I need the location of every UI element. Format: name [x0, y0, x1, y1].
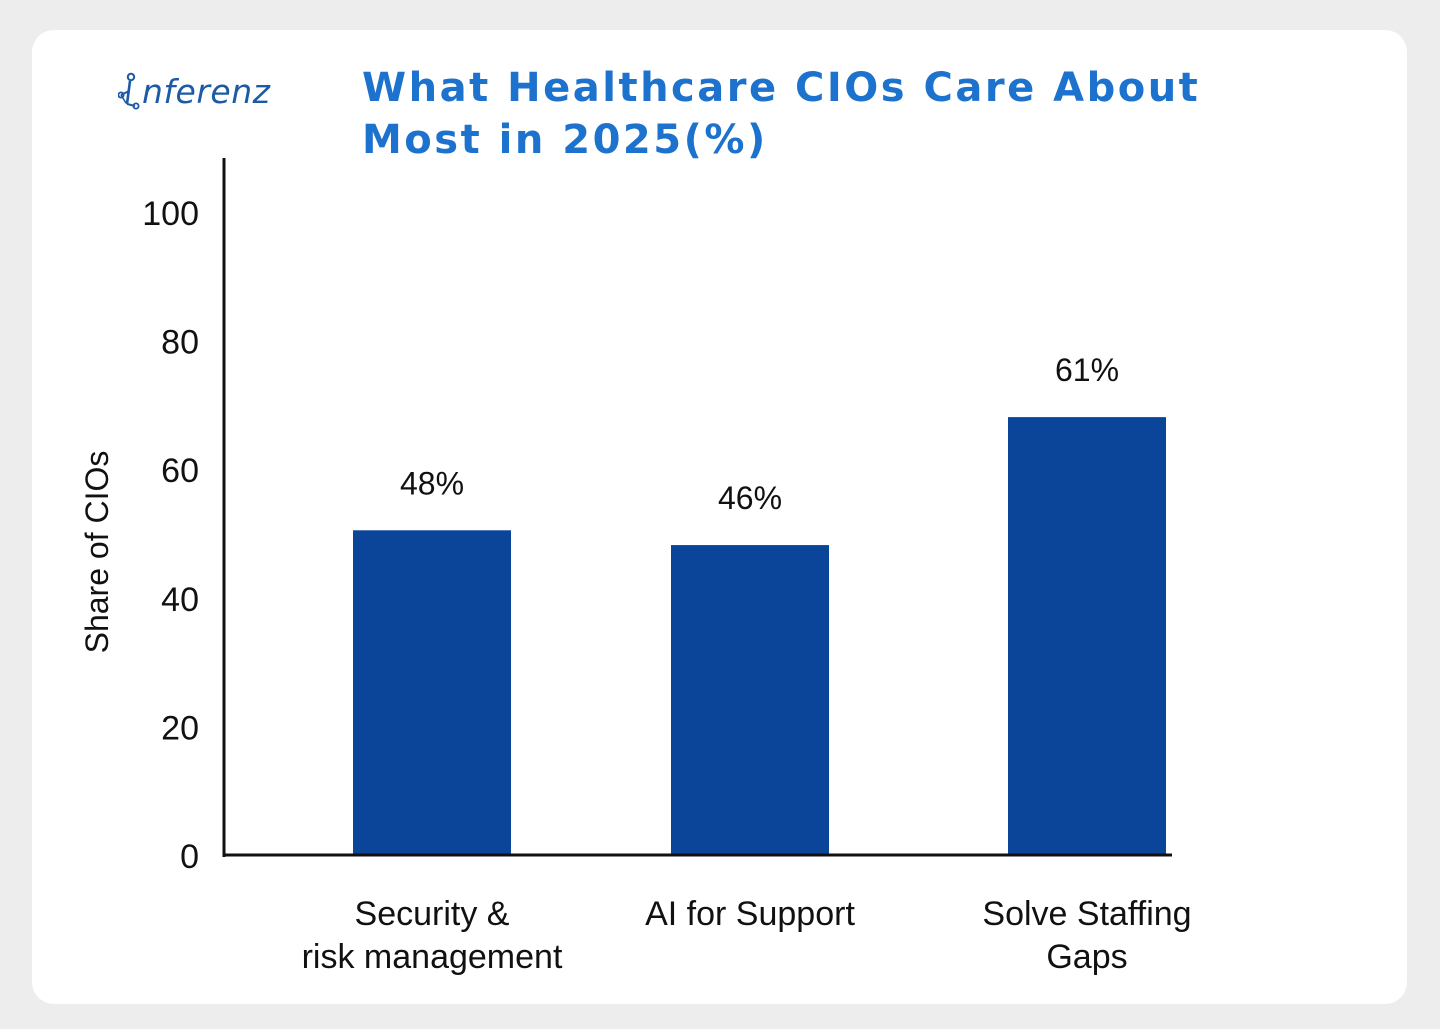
- category-label-0-line-0: Security &: [355, 895, 510, 933]
- data-label-0: 48%: [400, 465, 464, 501]
- bar-1: [671, 545, 829, 855]
- data-label-1: 46%: [718, 480, 782, 516]
- y-axis-label: Share of CIOs: [79, 451, 115, 654]
- y-tick-label-5: 100: [142, 195, 199, 233]
- category-labels: Security & risk management AI for Support S…: [302, 895, 1192, 976]
- category-label-2-line-1: Gaps: [1046, 938, 1127, 976]
- bar-chart: 0 20 40 60 80 100 48% 46% 61% Security & risk ma…: [0, 0, 1440, 1029]
- y-tick-label-1: 20: [161, 709, 199, 747]
- bar-0: [353, 530, 511, 855]
- category-label-2-line-0: Solve Staffing: [982, 895, 1191, 933]
- data-label-2: 61%: [1055, 352, 1119, 388]
- y-axis-ticks: 0 20 40 60 80 100: [142, 195, 199, 876]
- y-tick-label-0: 0: [180, 838, 199, 876]
- category-label-1-line-0: AI for Support: [645, 895, 855, 933]
- y-tick-label-3: 60: [161, 452, 199, 490]
- category-label-0-line-1: risk management: [302, 938, 563, 976]
- y-tick-label-4: 80: [161, 324, 199, 362]
- y-tick-label-2: 40: [161, 581, 199, 619]
- bar-2: [1008, 417, 1166, 855]
